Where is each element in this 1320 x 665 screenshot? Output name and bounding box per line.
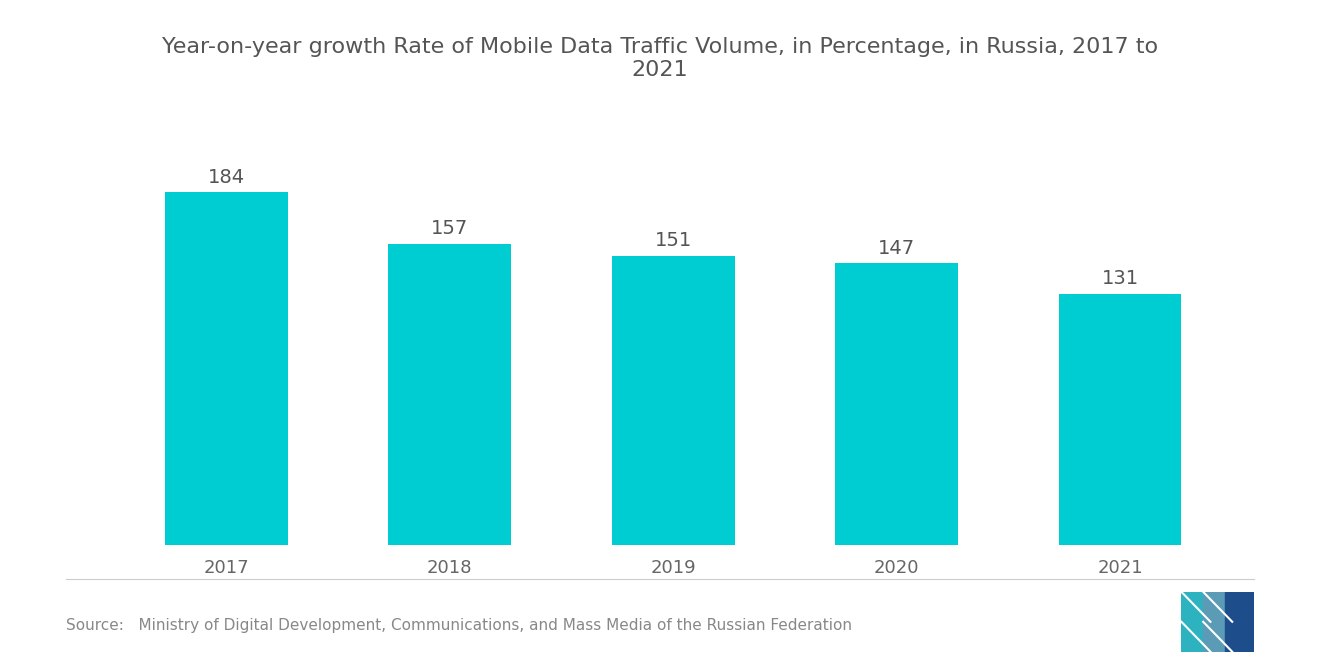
- Bar: [1059, 294, 1181, 545]
- Bar: [611, 256, 735, 545]
- Text: Source:   Ministry of Digital Development, Communications, and Mass Media of the: Source: Ministry of Digital Development,…: [66, 618, 851, 632]
- Text: 147: 147: [878, 239, 915, 257]
- Text: 157: 157: [432, 219, 469, 239]
- Text: 184: 184: [207, 168, 246, 187]
- Bar: [836, 263, 958, 545]
- Text: 151: 151: [655, 231, 692, 250]
- Polygon shape: [1225, 592, 1254, 652]
- Bar: [388, 244, 511, 545]
- Bar: [165, 192, 288, 545]
- Text: Year-on-year growth Rate of Mobile Data Traffic Volume, in Percentage, in Russia: Year-on-year growth Rate of Mobile Data …: [162, 37, 1158, 80]
- Polygon shape: [1204, 592, 1233, 652]
- Text: 131: 131: [1101, 269, 1139, 289]
- Polygon shape: [1181, 592, 1210, 652]
